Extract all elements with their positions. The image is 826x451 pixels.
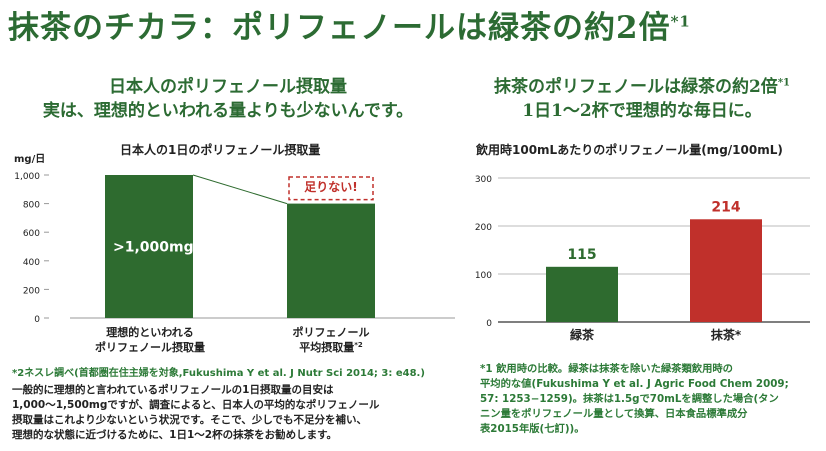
right-cat-matcha: 抹茶* (711, 327, 742, 342)
left-chart: mg/日 0 200 400 600 800 1,000 >1,000mg 足りない! 理… (14, 153, 455, 354)
left-body-text: 一般的に理想的と言われているポリフェノールの1日摂取量の目安は 1,000〜1,… (12, 384, 380, 441)
left-y-tick-label: 0 (34, 315, 40, 325)
right-y-tick-label: 100 (475, 271, 492, 281)
right-y-tick-label: 300 (475, 175, 492, 185)
left-heading-1: 日本人のポリフェノール摂取量 (109, 77, 347, 97)
left-y-tick-label: 1,000 (14, 172, 40, 182)
right-bar-matcha (690, 219, 762, 322)
right-bar-matcha-value: 214 (711, 199, 740, 215)
left-cat2-line1: ポリフェノール (293, 325, 370, 339)
right-footnote: *1 飲用時の比較。緑茶は抹茶を除いた緑茶類飲用時の 平均的な値(Fukushi… (480, 363, 789, 435)
left-connector-line (192, 174, 288, 205)
left-footnote: *2ネスレ調べ(首都圏在住主婦を対象,Fukushima Y et al. J … (12, 368, 425, 379)
left-y-unit-label: mg/日 (14, 153, 45, 165)
left-warning-label: 足りない! (304, 180, 357, 194)
left-warning-box (288, 176, 374, 201)
left-y-tick-label: 400 (23, 258, 40, 268)
left-y-tick-label: 200 (23, 286, 40, 296)
left-cat2-line2: 平均摂取量*2 (299, 340, 363, 354)
right-heading-2: 1日1～2杯で理想的な毎日に。 (522, 101, 762, 121)
right-heading-1: 抹茶のポリフェノールは緑茶の約2倍*1 (493, 77, 790, 97)
left-cat1-line2: ポリフェノール摂取量 (95, 340, 205, 354)
page-title: 抹茶のチカラ：ポリフェノールは緑茶の約2倍*1 (8, 10, 691, 46)
left-bar-ideal (105, 175, 193, 318)
right-chart: 0 100 200 300 115 214 緑茶 抹茶* (475, 175, 810, 342)
right-chart-title: 飲用時100mLあたりのポリフェノール量(mg/100mL) (476, 143, 783, 157)
left-heading-2: 実は、理想的といわれる量よりも少ないんです。 (42, 101, 414, 121)
left-y-tick-label: 600 (23, 229, 40, 239)
left-bar-average (287, 203, 375, 318)
right-cat-sencha: 緑茶 (570, 327, 595, 342)
left-y-tick-label: 800 (23, 201, 40, 211)
left-cat1-line1: 理想的といわれる (106, 325, 193, 339)
right-y-tick-label: 0 (486, 319, 492, 329)
right-bar-sencha-value: 115 (567, 247, 596, 263)
right-y-tick-label: 200 (475, 223, 492, 233)
left-chart-title: 日本人の1日のポリフェノール摂取量 (120, 143, 321, 157)
left-bar-ideal-label: >1,000mg (113, 240, 194, 256)
right-bar-sencha (546, 266, 618, 322)
